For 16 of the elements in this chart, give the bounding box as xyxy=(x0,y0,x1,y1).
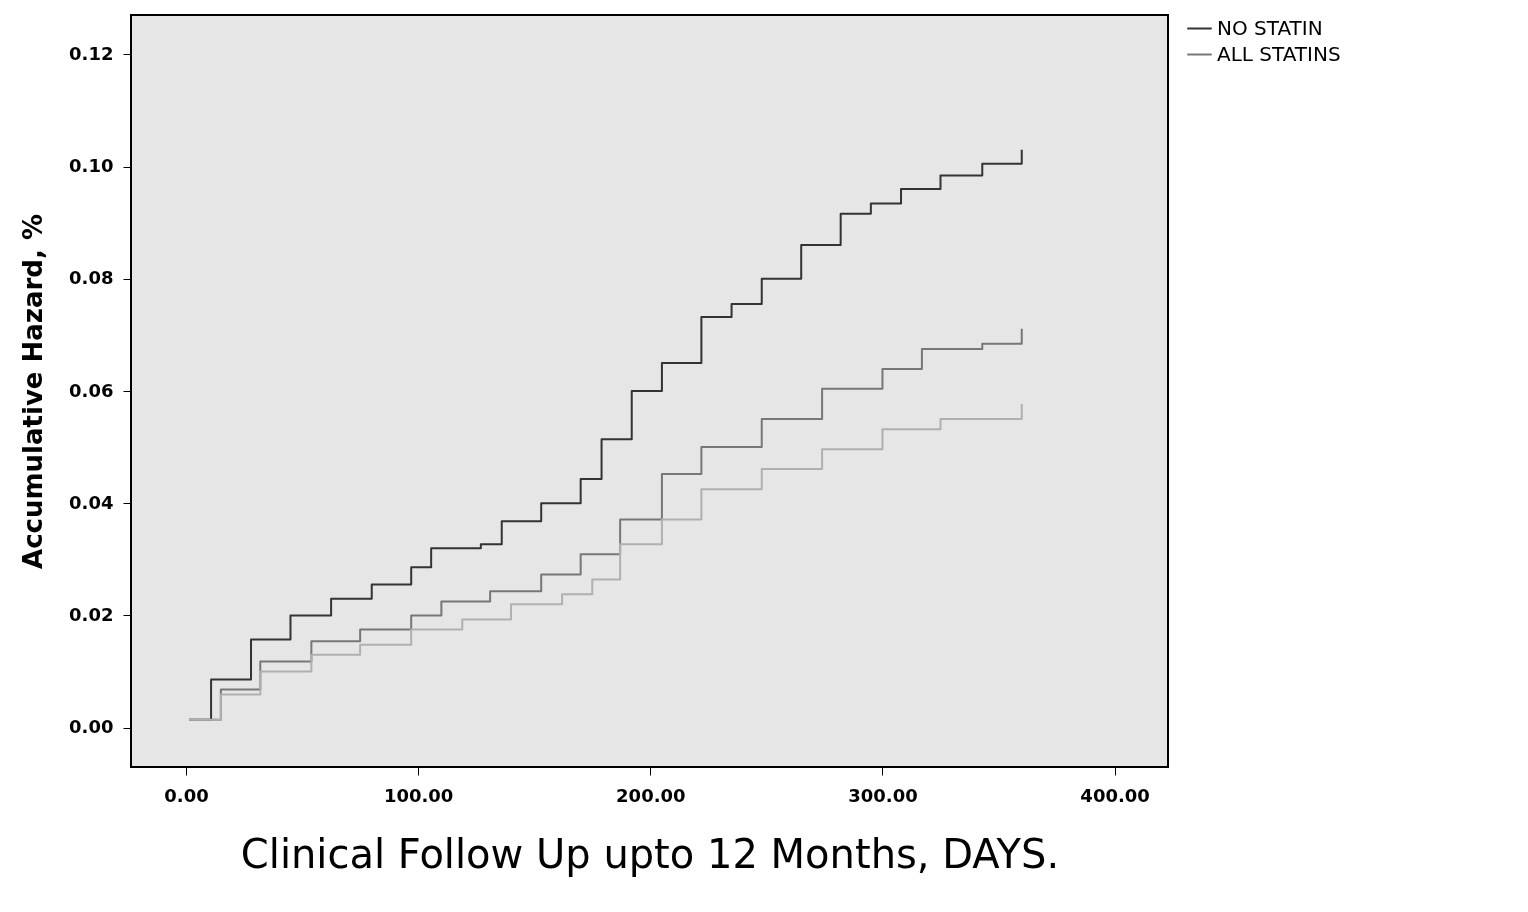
y-tick-label: 0.00 xyxy=(69,716,114,738)
x-tick-label: 100.00 xyxy=(383,784,454,806)
x-tick-label: 200.00 xyxy=(616,784,686,806)
y-tick-label: 0.10 xyxy=(69,155,114,177)
x-tick-label: 0.00 xyxy=(164,784,209,806)
y-tick-label: 0.02 xyxy=(69,603,114,625)
y-tick-label: 0.04 xyxy=(69,491,114,513)
y-tick-label: 0.12 xyxy=(69,42,114,64)
legend-label: ALL STATINS xyxy=(1217,41,1341,66)
x-tick-label: 300.00 xyxy=(848,784,918,806)
x-tick-label: 400.00 xyxy=(1080,784,1150,806)
x-axis-title: Clinical Follow Up upto 12 Months, DAYS. xyxy=(240,830,1060,877)
y-axis-title: Accumulative Hazard, % xyxy=(18,214,49,569)
y-tick-label: 0.08 xyxy=(69,267,114,289)
y-tick-label: 0.06 xyxy=(69,379,114,401)
legend-label: NO STATIN xyxy=(1217,15,1323,40)
